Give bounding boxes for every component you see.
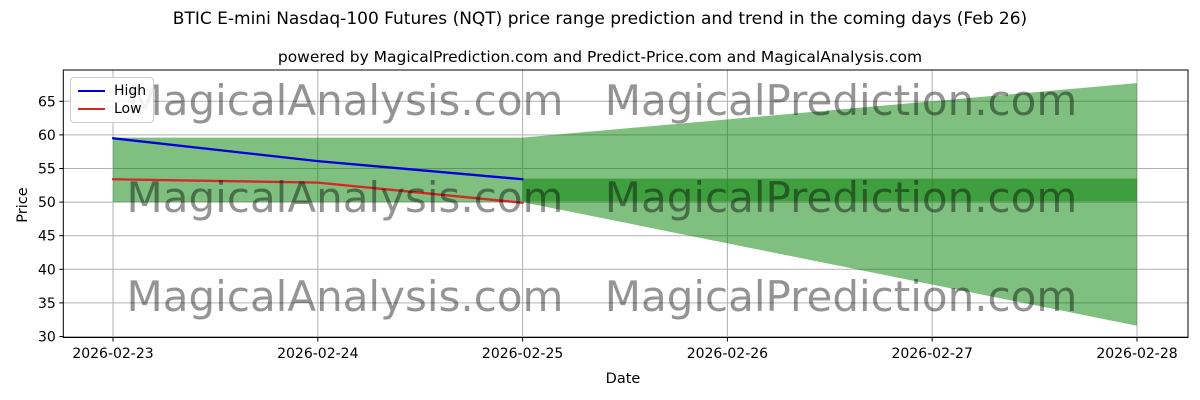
legend: High Low xyxy=(70,77,154,123)
y-tick-label: 60 xyxy=(38,128,56,144)
chart-title: BTIC E-mini Nasdaq-100 Futures (NQT) pri… xyxy=(172,9,1028,29)
plot-border xyxy=(62,69,1189,338)
x-tick-label: 2026-02-25 xyxy=(482,346,563,362)
watermark-analysis: MagicalAnalysis.com xyxy=(127,173,564,222)
low-line-swatch xyxy=(78,108,105,110)
legend-item-high: High xyxy=(78,82,147,100)
y-tick-label: 35 xyxy=(38,296,56,312)
x-tick-label: 2026-02-23 xyxy=(72,346,153,362)
x-tick-label: 2026-02-28 xyxy=(1096,346,1177,362)
legend-label-high: High xyxy=(114,83,147,99)
y-tick-label: 65 xyxy=(38,94,56,110)
low-line xyxy=(111,178,524,204)
chart-subtitle: powered by MagicalPrediction.com and Pre… xyxy=(277,48,923,66)
y-tick-label: 40 xyxy=(38,262,56,278)
y-tick-label: 50 xyxy=(38,195,56,211)
y-tick-label: 55 xyxy=(38,162,56,178)
high-line-swatch xyxy=(78,90,105,92)
legend-label-low: Low xyxy=(114,101,142,117)
legend-item-low: Low xyxy=(78,100,145,118)
series-lines xyxy=(111,137,524,204)
x-tick-label: 2026-02-24 xyxy=(277,346,358,362)
watermark-prediction: MagicalPrediction.com xyxy=(605,76,1078,125)
watermark-analysis: MagicalAnalysis.com xyxy=(127,272,564,321)
axis-ticks xyxy=(59,100,1138,342)
x-axis-label: Date xyxy=(606,371,641,387)
watermark-analysis: MagicalAnalysis.com xyxy=(127,76,564,125)
tick-labels: 30 35 40 45 50 55 60 65 2026-02-23 2026-02-24 2026… xyxy=(38,94,1178,362)
high-line xyxy=(111,137,524,181)
y-tick-label: 30 xyxy=(38,330,56,346)
x-tick-label: 2026-02-27 xyxy=(892,346,973,362)
watermark-prediction: MagicalPrediction.com xyxy=(605,272,1078,321)
core-predicted-range-band xyxy=(522,178,1137,202)
y-tick-label: 45 xyxy=(38,229,56,245)
prediction-bands xyxy=(113,83,1137,326)
watermarks: MagicalAnalysis.com MagicalPrediction.com… xyxy=(127,76,1078,321)
x-tick-label: 2026-02-26 xyxy=(687,346,768,362)
watermark-prediction: MagicalPrediction.com xyxy=(605,173,1078,222)
y-axis-label: Price xyxy=(15,187,31,222)
prediction-range-fan-band xyxy=(113,83,1137,326)
